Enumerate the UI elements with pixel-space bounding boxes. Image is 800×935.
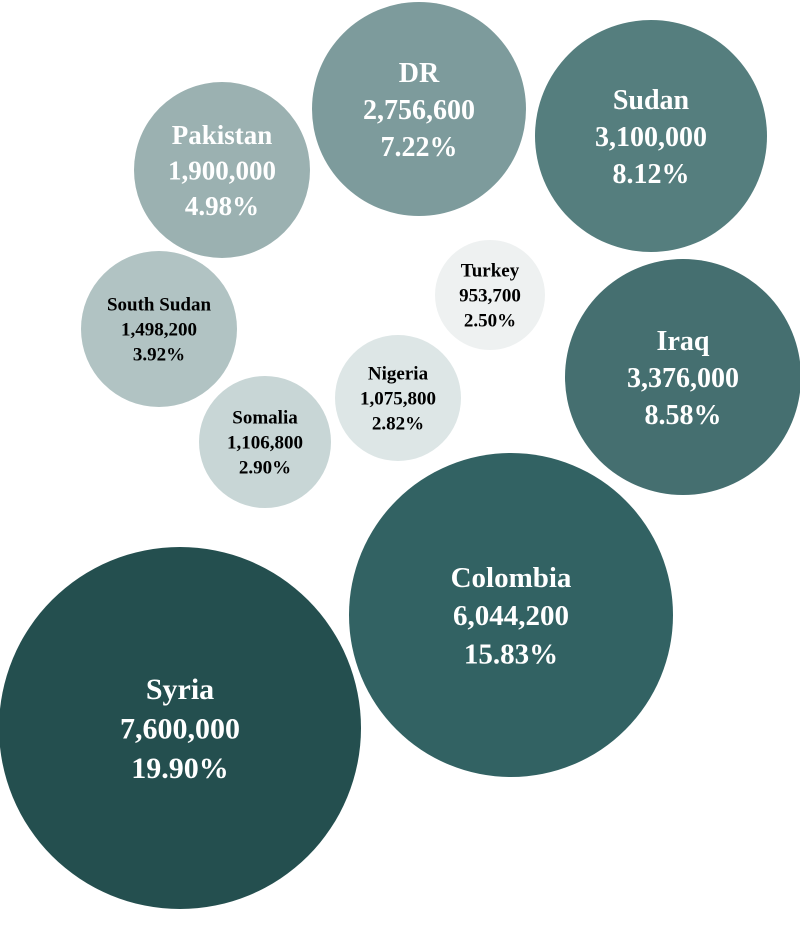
bubble-value-label: 3,100,000	[595, 122, 707, 153]
bubble-value-label: 2,756,600	[363, 95, 475, 126]
bubble-circle	[349, 453, 673, 777]
bubble-country-label: Colombia	[451, 562, 572, 594]
bubble-value-label: 1,900,000	[168, 155, 276, 185]
bubble-circle	[435, 240, 545, 350]
bubble-percent-label: 3.92%	[133, 345, 185, 366]
bubble-circle	[134, 82, 310, 258]
bubble-country-label: DR	[399, 58, 440, 89]
bubble-somalia: Somalia 1,106,800 2.90%	[199, 376, 331, 508]
bubble-pakistan: Pakistan 1,900,000 4.98%	[134, 82, 310, 258]
bubble-country-label: Pakistan	[172, 120, 273, 150]
bubble-south-sudan: South Sudan 1,498,200 3.92%	[81, 251, 237, 407]
bubble-circle	[535, 20, 767, 252]
bubble-percent-label: 2.50%	[464, 311, 516, 332]
bubble-value-label: 953,700	[459, 286, 521, 307]
bubble-country-label: South Sudan	[107, 295, 211, 316]
bubble-country-label: Somalia	[232, 408, 298, 429]
bubble-sudan: Sudan 3,100,000 8.12%	[535, 20, 767, 252]
bubble-circle	[0, 547, 361, 909]
bubble-percent-label: 8.58%	[645, 400, 722, 431]
bubble-percent-label: 2.82%	[372, 414, 424, 435]
bubble-circle	[565, 259, 800, 495]
bubble-value-label: 1,075,800	[360, 389, 436, 410]
bubble-turkey: Turkey 953,700 2.50%	[435, 240, 545, 350]
bubble-circle	[335, 335, 461, 461]
bubble-iraq: Iraq 3,376,000 8.58%	[565, 259, 800, 495]
bubble-percent-label: 8.12%	[613, 159, 690, 190]
bubble-percent-label: 7.22%	[381, 132, 458, 163]
bubble-circle	[199, 376, 331, 508]
bubble-nigeria: Nigeria 1,075,800 2.82%	[335, 335, 461, 461]
bubble-country-label: Turkey	[461, 261, 520, 282]
bubble-percent-label: 2.90%	[239, 458, 291, 479]
bubble-percent-label: 19.90%	[131, 752, 229, 785]
bubble-circle	[81, 251, 237, 407]
bubble-dr: DR 2,756,600 7.22%	[312, 2, 526, 216]
bubble-colombia: Colombia 6,044,200 15.83%	[349, 453, 673, 777]
bubble-syria: Syria 7,600,000 19.90%	[0, 547, 361, 909]
bubble-country-label: Iraq	[657, 326, 710, 357]
bubble-country-label: Syria	[146, 673, 214, 706]
bubble-value-label: 6,044,200	[453, 600, 569, 632]
bubble-value-label: 7,600,000	[120, 713, 240, 746]
bubble-country-label: Nigeria	[368, 364, 429, 385]
bubble-value-label: 1,498,200	[121, 320, 197, 341]
bubble-circle	[312, 2, 526, 216]
bubble-percent-label: 4.98%	[185, 191, 259, 221]
bubble-country-label: Sudan	[613, 85, 690, 116]
bubble-percent-label: 15.83%	[464, 638, 558, 670]
bubble-value-label: 3,376,000	[627, 363, 739, 394]
bubble-value-label: 1,106,800	[227, 433, 303, 454]
